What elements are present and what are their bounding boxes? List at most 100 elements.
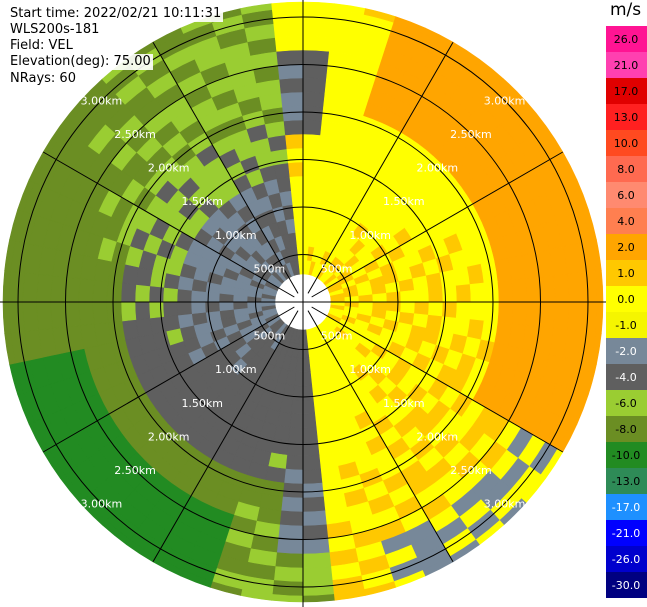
colorbar-swatch bbox=[606, 468, 647, 495]
colorbar-tick-label: -10.0 bbox=[612, 449, 640, 462]
velocity-gate bbox=[288, 161, 304, 178]
range-label: 2.50km bbox=[450, 464, 492, 477]
velocity-gate bbox=[282, 105, 304, 122]
velocity-gate bbox=[302, 580, 335, 597]
velocity-gate bbox=[78, 301, 95, 326]
velocity-gate bbox=[163, 314, 181, 332]
colorbar-swatch bbox=[606, 494, 647, 521]
velocity-gate bbox=[483, 301, 500, 323]
colorbar-tick-label: -17.0 bbox=[612, 501, 640, 514]
range-label: 500m bbox=[321, 262, 353, 275]
velocity-gate bbox=[290, 189, 304, 205]
velocity-gate bbox=[50, 275, 67, 303]
colorbar-swatch bbox=[606, 260, 647, 287]
velocity-gate bbox=[302, 35, 332, 52]
velocity-gate bbox=[525, 301, 542, 328]
velocity-gate bbox=[190, 289, 206, 303]
velocity-gate bbox=[469, 282, 486, 303]
velocity-gate bbox=[302, 77, 327, 94]
colorbar-swatch bbox=[606, 338, 647, 365]
azimuth-line bbox=[42, 151, 295, 298]
range-label: 2.00km bbox=[417, 430, 459, 443]
velocity-gate bbox=[190, 301, 206, 315]
velocity-gate bbox=[302, 189, 316, 205]
colorbar-swatch bbox=[606, 546, 647, 573]
velocity-gate bbox=[176, 288, 192, 303]
velocity-gate bbox=[279, 77, 304, 94]
velocity-gate bbox=[271, 7, 304, 24]
velocity-gate bbox=[302, 91, 326, 108]
colorbar-tick-label: -30.0 bbox=[612, 579, 640, 592]
velocity-gate bbox=[302, 49, 330, 66]
azimuth-line bbox=[152, 41, 299, 294]
range-label: 3.00km bbox=[81, 498, 123, 511]
range-label: 1.50km bbox=[383, 397, 425, 410]
range-label: 2.00km bbox=[148, 162, 190, 175]
range-label: 1.50km bbox=[181, 195, 223, 208]
velocity-gate bbox=[412, 275, 429, 291]
velocity-gate bbox=[204, 301, 220, 313]
velocity-gate bbox=[567, 272, 584, 303]
azimuth-line bbox=[311, 306, 564, 453]
azimuth-line bbox=[311, 151, 564, 298]
velocity-gate bbox=[120, 282, 137, 303]
velocity-gate bbox=[274, 552, 304, 569]
colorbar-swatch bbox=[606, 520, 647, 547]
colorbar-swatch bbox=[606, 130, 647, 157]
velocity-gate bbox=[302, 468, 323, 485]
azimuth-line bbox=[307, 41, 454, 294]
velocity-gate bbox=[64, 301, 81, 328]
velocity-gate bbox=[290, 399, 304, 415]
velocity-gate bbox=[295, 231, 304, 247]
range-label: 500m bbox=[321, 330, 353, 343]
colorbar-tick-label: -26.0 bbox=[612, 553, 640, 566]
colorbar-tick-label: -4.0 bbox=[615, 371, 636, 384]
colorbar-tick-label: 26.0 bbox=[614, 33, 639, 46]
colorbar-unit: m/s bbox=[610, 0, 642, 20]
velocity-gate bbox=[177, 313, 194, 329]
velocity-gate bbox=[302, 105, 324, 122]
azimuth-line bbox=[307, 310, 454, 563]
velocity-gate bbox=[274, 35, 304, 52]
velocity-gate bbox=[414, 288, 430, 303]
colorbar-swatch bbox=[606, 182, 647, 209]
velocity-gate bbox=[414, 301, 430, 316]
velocity-gate bbox=[276, 176, 292, 193]
colorbar-tick-label: 0.0 bbox=[617, 293, 635, 306]
range-label: 3.00km bbox=[81, 94, 123, 107]
azimuth-line bbox=[152, 310, 299, 563]
colorbar-tick-label: 4.0 bbox=[617, 215, 635, 228]
velocity-gate bbox=[302, 133, 321, 150]
colorbar-tick-label: -6.0 bbox=[615, 397, 636, 410]
velocity-gate bbox=[497, 301, 514, 325]
velocity-gate bbox=[302, 524, 329, 541]
velocity-gate bbox=[232, 301, 248, 310]
velocity-gate bbox=[280, 496, 304, 513]
velocity-gate bbox=[276, 538, 304, 555]
velocity-gate bbox=[302, 175, 317, 191]
velocity-gate bbox=[302, 566, 333, 583]
velocity-gate bbox=[315, 424, 333, 442]
range-label: 2.50km bbox=[114, 464, 156, 477]
velocity-gate bbox=[50, 301, 67, 329]
velocity-gate bbox=[8, 301, 25, 334]
velocity-gate bbox=[581, 270, 598, 303]
velocity-gate bbox=[285, 454, 304, 471]
velocity-gate bbox=[106, 301, 123, 323]
velocity-gate bbox=[276, 49, 304, 66]
velocity-gate bbox=[8, 270, 25, 303]
velocity-gate bbox=[22, 272, 39, 303]
field-label: Field: VEL bbox=[8, 38, 75, 54]
velocity-gate bbox=[302, 385, 314, 401]
azimuth-line bbox=[42, 306, 295, 453]
velocity-gate bbox=[302, 482, 324, 499]
velocity-gate bbox=[302, 161, 318, 178]
colorbar-swatch bbox=[606, 26, 647, 53]
velocity-gate bbox=[22, 301, 39, 332]
velocity-gate bbox=[539, 275, 556, 303]
range-label: 2.50km bbox=[114, 128, 156, 141]
velocity-gate bbox=[539, 301, 556, 329]
colorbar-tick-label: 8.0 bbox=[617, 163, 635, 176]
velocity-gate bbox=[455, 301, 472, 320]
